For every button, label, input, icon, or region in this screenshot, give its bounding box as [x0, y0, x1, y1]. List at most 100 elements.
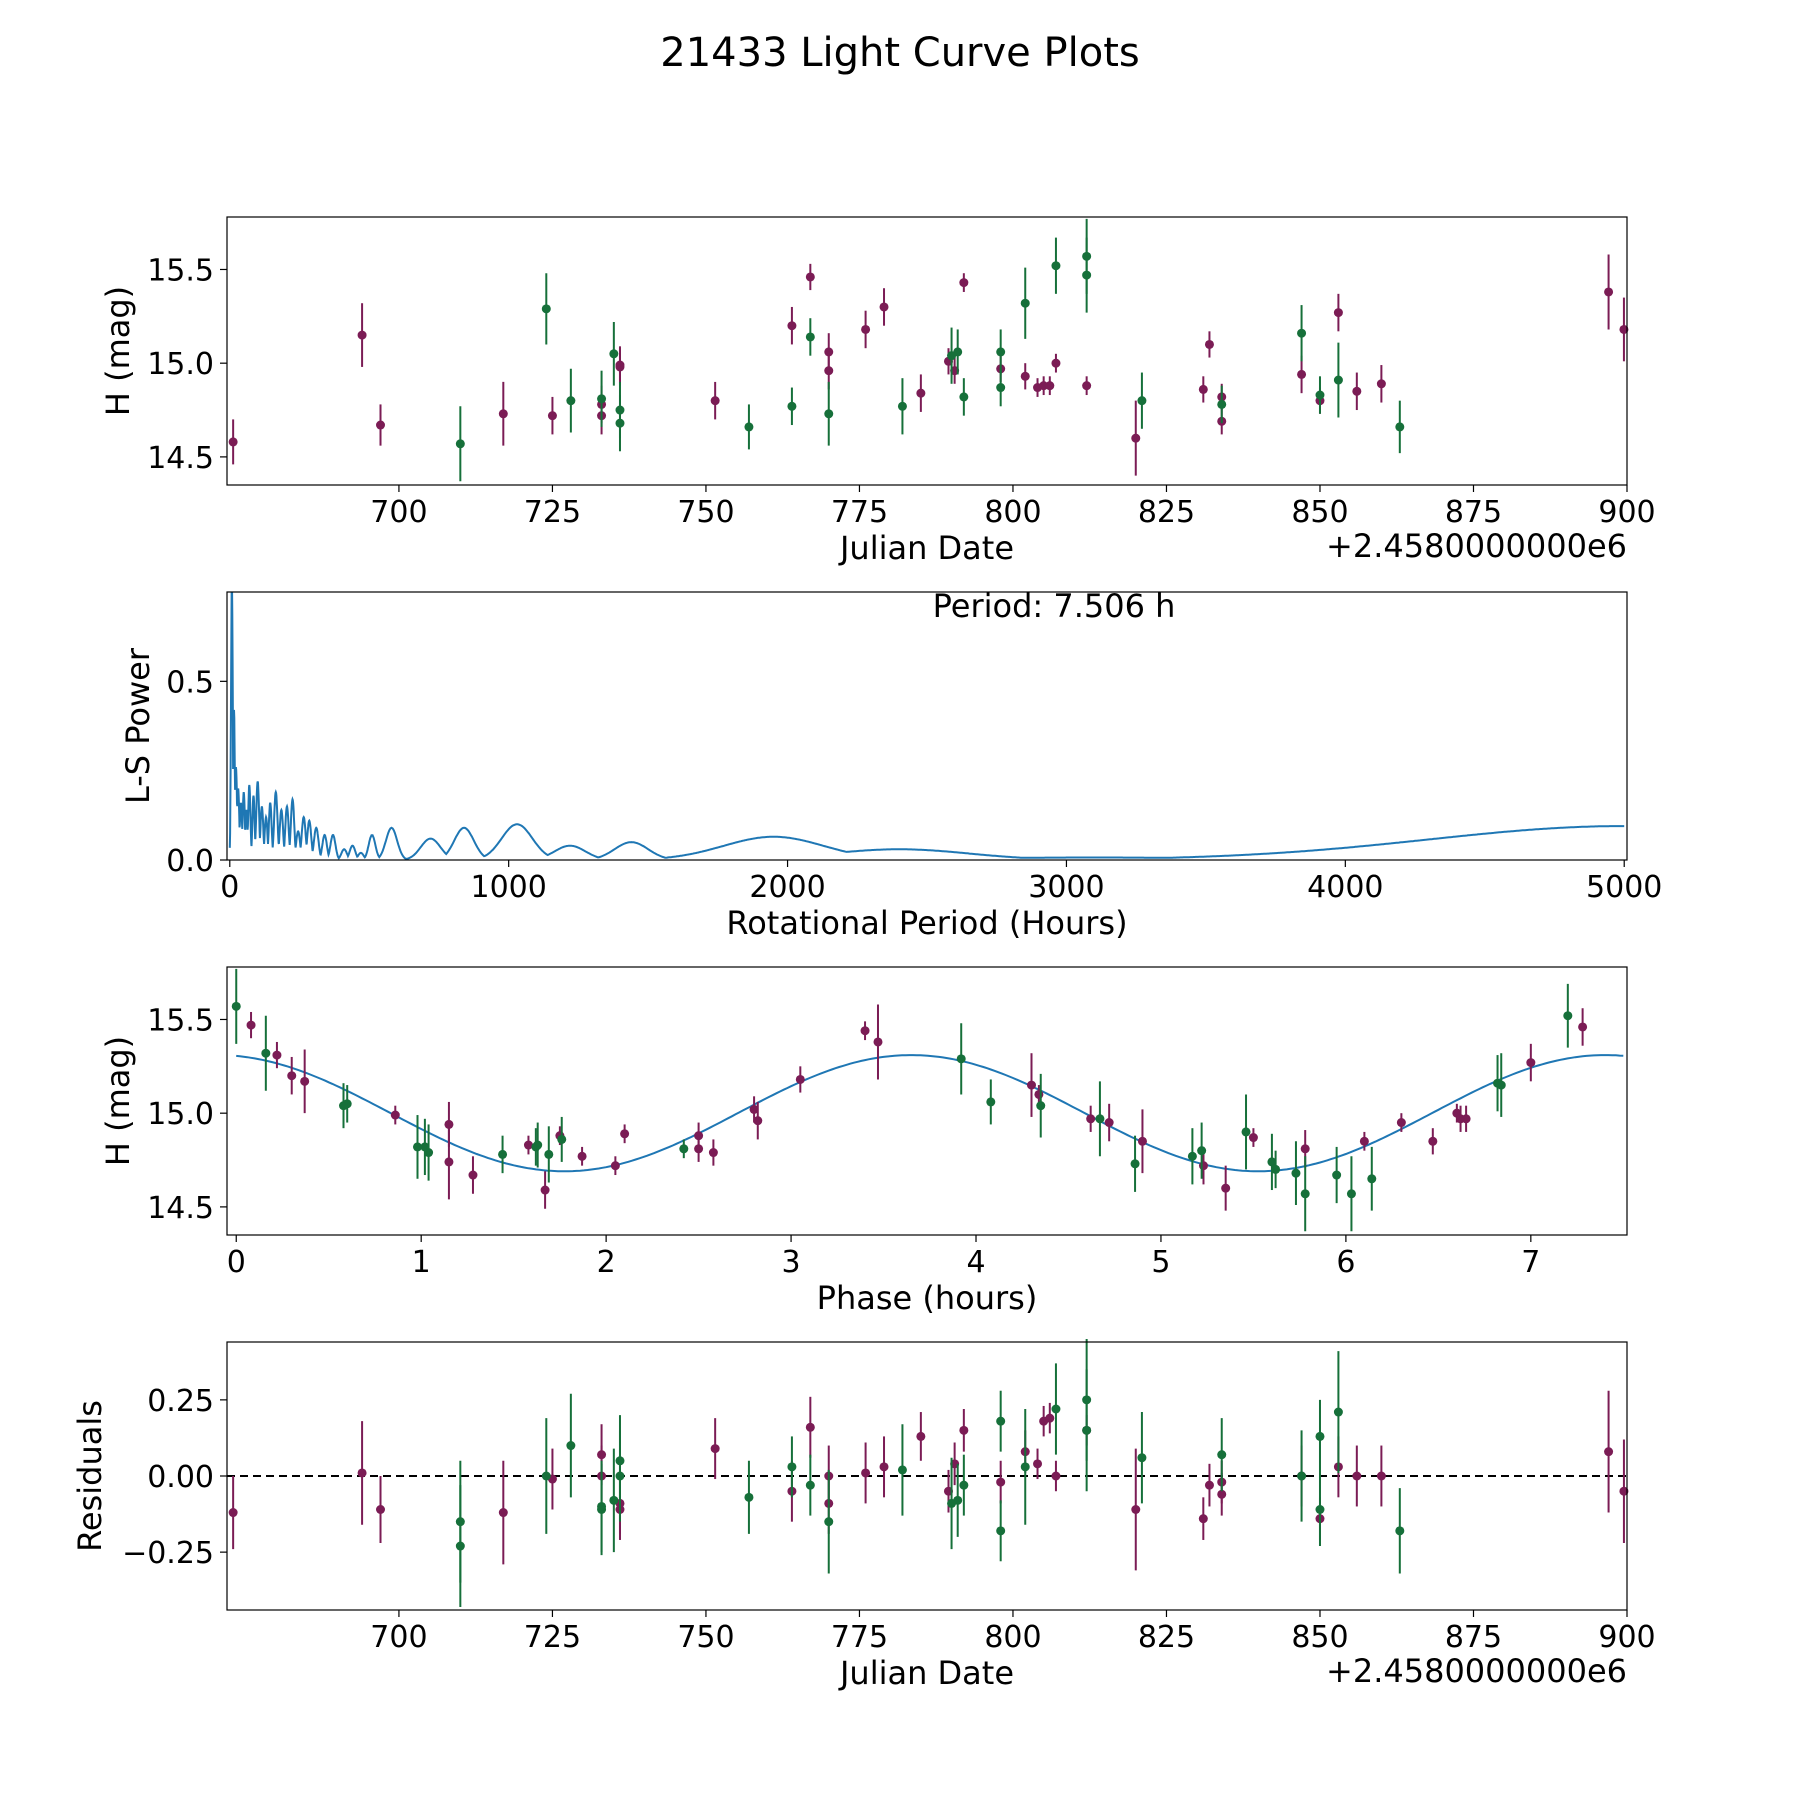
lightcurve-panel: 700 725 750 775 800 825 850 875 900 14.5 15.0 15.5…	[99, 216, 1656, 567]
lightcurve-xtick-label: 900	[1598, 495, 1655, 530]
lightcurve-point-secondary	[1315, 390, 1325, 400]
lightcurve-point-secondary	[1020, 298, 1030, 308]
phase-point-secondary	[1271, 1164, 1281, 1174]
residuals-point-primary	[357, 1468, 367, 1478]
residuals-point-secondary	[566, 1441, 576, 1451]
lightcurve-ytick-label: 14.5	[147, 441, 214, 476]
residuals-point-secondary	[609, 1495, 619, 1505]
phase-ytick-label: 15.5	[147, 1003, 214, 1038]
phase-point-primary	[1026, 1080, 1036, 1090]
phase-point-secondary	[342, 1099, 352, 1109]
lightcurve-point-secondary	[805, 332, 815, 342]
residuals-point-secondary	[1020, 1462, 1030, 1472]
phase-point-secondary	[956, 1054, 966, 1064]
phase-point-primary	[1104, 1118, 1114, 1128]
residuals-xtick-label: 825	[1138, 1620, 1195, 1655]
residuals-point-secondary	[824, 1517, 834, 1527]
phase-point-secondary	[1267, 1157, 1277, 1167]
phase-point-primary	[1221, 1183, 1231, 1193]
residuals-point-secondary	[455, 1541, 465, 1551]
lightcurve-point-secondary	[597, 394, 607, 404]
lightcurve-point-primary	[861, 324, 871, 334]
phase-point-primary	[1300, 1144, 1310, 1154]
phase-point-secondary	[1496, 1080, 1506, 1090]
periodogram-ytick-label: 0.0	[166, 844, 214, 879]
residuals-point-primary	[1604, 1447, 1614, 1457]
residuals-point-primary	[1131, 1505, 1141, 1514]
residuals-point-secondary	[541, 1471, 551, 1481]
lightcurve-xtick-label: 700	[370, 495, 427, 530]
residuals-point-secondary	[953, 1495, 963, 1505]
residuals-xticks: 700 725 750 775 800 825 850 875 900	[370, 1610, 1656, 1655]
lightcurve-point-primary	[376, 420, 386, 430]
residuals-xtick-label: 800	[984, 1620, 1041, 1655]
residuals-ytick-label: 0.00	[147, 1460, 214, 1495]
lightcurve-point-secondary	[455, 439, 465, 449]
lightcurve-point-primary	[1352, 386, 1362, 396]
lightcurve-point-secondary	[1333, 375, 1343, 385]
lightcurve-point-secondary	[1297, 328, 1307, 338]
lightcurve-marks	[228, 218, 1629, 482]
phase-point-primary	[694, 1144, 704, 1154]
lightcurve-ytick-label: 15.5	[147, 253, 214, 288]
phase-point-primary	[749, 1104, 759, 1114]
residuals-point-primary	[959, 1425, 969, 1435]
phase-point-secondary	[1187, 1151, 1197, 1161]
phase-point-primary	[1034, 1089, 1044, 1099]
lightcurve-point-primary	[1198, 384, 1208, 394]
phase-point-secondary	[533, 1140, 543, 1150]
phase-point-secondary	[1300, 1189, 1310, 1199]
residuals-point-primary	[805, 1422, 815, 1432]
lightcurve-xtick-label: 775	[831, 495, 888, 530]
phase-point-primary	[300, 1076, 310, 1086]
residuals-xtick-label: 725	[524, 1620, 581, 1655]
lightcurve-point-secondary	[744, 422, 754, 432]
residuals-point-secondary	[597, 1505, 607, 1514]
phase-xtick-label: 7	[1521, 1245, 1540, 1280]
residuals-point-secondary	[959, 1480, 969, 1490]
lightcurve-point-primary	[357, 330, 367, 340]
periodogram-panel: 0 1000 2000 3000 4000 5000 0.0 0.5 Period: 7.5…	[119, 587, 1662, 942]
periodogram-ytick-label: 0.5	[166, 665, 214, 700]
phase-point-secondary	[424, 1148, 434, 1158]
periodogram-xtick-label: 1000	[470, 870, 546, 905]
lightcurve-xtick-label: 725	[524, 495, 581, 530]
lightcurve-point-primary	[1020, 371, 1030, 381]
phase-point-primary	[272, 1050, 282, 1060]
phase-point-primary	[1248, 1133, 1258, 1143]
residuals-point-primary	[1045, 1413, 1055, 1423]
phase-point-secondary	[1130, 1159, 1140, 1169]
lightcurve-xtick-label: 850	[1291, 495, 1348, 530]
lightcurve-point-secondary	[541, 304, 551, 314]
residuals-ylabel: Residuals	[71, 1400, 109, 1552]
residuals-point-primary	[996, 1477, 1006, 1487]
lightcurve-point-secondary	[1051, 261, 1061, 271]
lightcurve-xtick-label: 750	[677, 495, 734, 530]
residuals-point-primary	[916, 1431, 926, 1441]
residuals-point-primary	[1033, 1459, 1043, 1469]
lightcurve-frame	[226, 216, 1628, 486]
residuals-point-secondary	[1333, 1407, 1343, 1417]
lightcurve-point-secondary	[996, 383, 1006, 393]
lightcurve-point-secondary	[897, 401, 907, 411]
phase-ytick-label: 15.0	[147, 1097, 214, 1132]
lightcurve-point-secondary	[959, 392, 969, 402]
lightcurve-point-primary	[1619, 324, 1629, 334]
phase-point-primary	[1396, 1118, 1406, 1128]
phase-point-primary	[1198, 1161, 1208, 1171]
lightcurve-point-primary	[1604, 287, 1614, 297]
lightcurve-point-primary	[787, 321, 797, 331]
residuals-point-primary	[228, 1508, 238, 1518]
phase-point-secondary	[1095, 1114, 1105, 1124]
residuals-point-secondary	[805, 1480, 815, 1490]
lightcurve-point-primary	[1051, 358, 1061, 368]
phase-xticks: 0 1 2 3 4 5 6 7	[227, 1235, 1540, 1280]
phase-point-primary	[246, 1020, 256, 1030]
phase-xtick-label: 4	[966, 1245, 985, 1280]
residuals-point-secondary	[1297, 1471, 1307, 1481]
lightcurve-point-primary	[547, 411, 557, 421]
phase-point-primary	[1428, 1136, 1438, 1146]
lightcurve-point-primary	[916, 388, 926, 398]
periodogram-xtick-label: 2000	[749, 870, 825, 905]
